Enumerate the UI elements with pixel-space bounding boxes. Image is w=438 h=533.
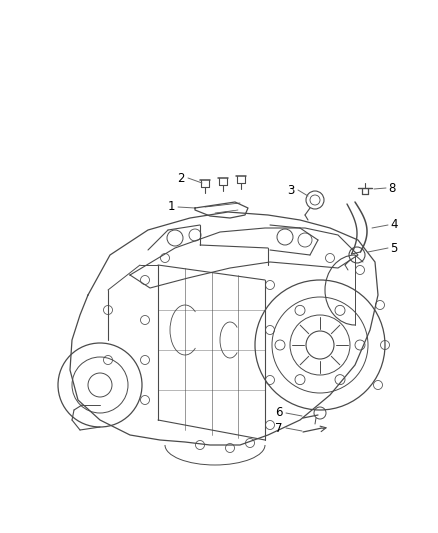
Text: 3: 3 [288, 183, 295, 197]
Text: 4: 4 [390, 219, 398, 231]
Text: 7: 7 [276, 422, 283, 434]
Text: 5: 5 [390, 241, 397, 254]
Text: 2: 2 [177, 172, 185, 184]
Text: 6: 6 [276, 407, 283, 419]
Text: 1: 1 [167, 200, 175, 214]
Text: 8: 8 [388, 182, 396, 195]
